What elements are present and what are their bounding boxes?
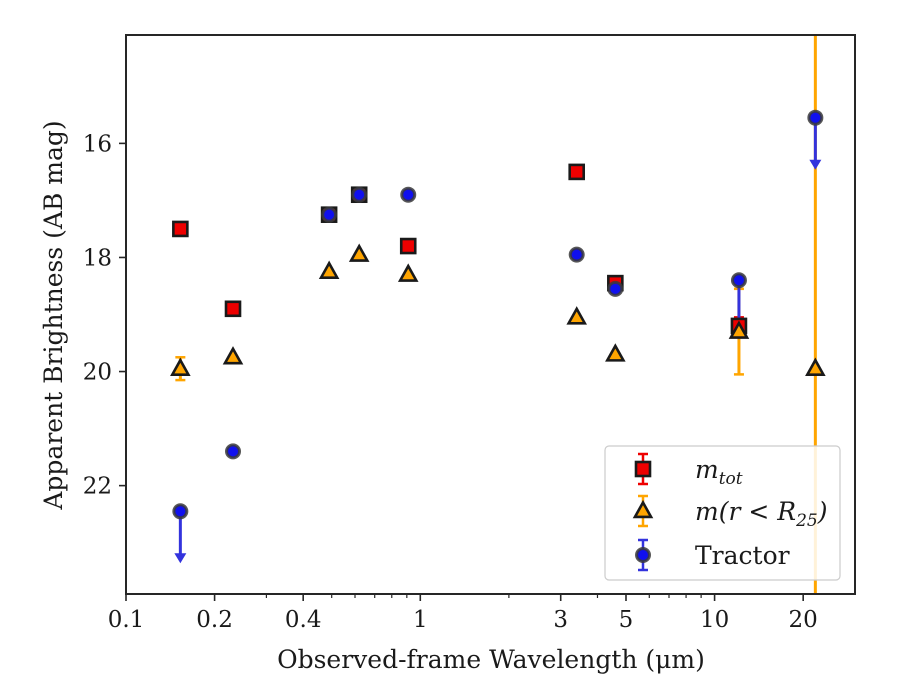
legend-marker xyxy=(635,547,651,563)
x-tick-label: 0.2 xyxy=(196,607,233,633)
m-r25-point xyxy=(728,320,750,339)
legend: mtot m(r < R25) Tractor xyxy=(604,445,841,581)
x-tick-label: 3 xyxy=(553,607,568,633)
x-tick-label: 5 xyxy=(619,607,634,633)
x-tick-label: 20 xyxy=(789,607,818,633)
x-axis-label: Observed-frame Wavelength (μm) xyxy=(277,645,705,674)
legend-label: Tractor xyxy=(695,541,790,570)
tractor-point xyxy=(172,503,189,520)
m-r25-point xyxy=(222,346,244,365)
legend-entry: Tractor xyxy=(635,538,790,572)
tractor-point xyxy=(225,443,242,460)
axis-ticks: 0.1 0.2 0.4 1 3 5 10 20 16 18 20 22 xyxy=(83,131,818,633)
series-2-markers xyxy=(172,109,824,520)
x-tick-label: 0.1 xyxy=(108,607,145,633)
legend-marker xyxy=(634,460,652,478)
m-tot-point xyxy=(399,237,417,255)
y-axis-label: Apparent Brightness (AB mag) xyxy=(39,120,68,510)
tractor-point xyxy=(400,186,417,203)
m-r25-point xyxy=(397,263,419,282)
m-tot-point xyxy=(172,220,189,238)
x-tick-label: 0.4 xyxy=(285,607,322,633)
tractor-point xyxy=(351,186,368,203)
upper-limit-arrowhead xyxy=(174,553,187,564)
legend-label: m(r < R25) xyxy=(695,497,827,531)
legend-entry: m(r < R25) xyxy=(632,494,827,531)
legend-marker xyxy=(632,499,654,519)
m-tot-point xyxy=(224,300,242,318)
legend-entry: mtot xyxy=(634,452,743,489)
y-tick-label: 16 xyxy=(83,131,112,157)
m-r25-point xyxy=(318,260,340,279)
m-r25-point xyxy=(566,306,587,325)
series-1-markers xyxy=(170,243,826,376)
legend-label: mtot xyxy=(695,455,743,489)
tractor-point xyxy=(568,246,585,263)
m-r25-point xyxy=(348,243,370,262)
m-tot-point xyxy=(568,163,586,181)
y-tick-label: 22 xyxy=(83,474,112,500)
y-tick-label: 18 xyxy=(83,245,112,271)
x-tick-label: 10 xyxy=(700,607,729,633)
tractor-point xyxy=(321,206,338,223)
legend-box xyxy=(604,445,841,581)
m-r25-point xyxy=(170,357,191,376)
m-r25-point xyxy=(805,357,826,376)
tractor-point xyxy=(607,280,624,297)
tractor-point xyxy=(730,272,747,289)
tractor-point xyxy=(807,109,824,126)
plot-frame xyxy=(125,34,856,595)
y-tick-label: 20 xyxy=(83,360,112,386)
m-r25-point xyxy=(605,343,626,362)
x-tick-label: 1 xyxy=(413,607,428,633)
upper-limit-arrowhead xyxy=(809,159,822,170)
